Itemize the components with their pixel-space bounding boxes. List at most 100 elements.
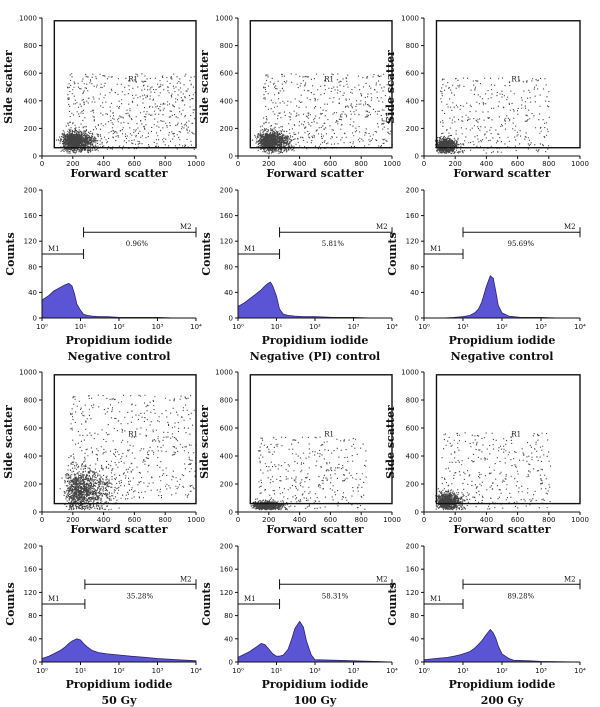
y-tick-label-2-1: 200	[406, 125, 419, 133]
y-tick-label-11-3: 120	[406, 589, 419, 597]
x-tick-label-1-3: 600	[324, 160, 337, 168]
x-tick-label-0-4: 800	[159, 160, 172, 168]
y-tick-label-10-0: 0	[229, 659, 233, 667]
marker-label-M2-4: M2	[376, 223, 388, 231]
y-tick-label-8-4: 800	[406, 397, 419, 405]
y-tick-label-10-5: 200	[220, 543, 233, 551]
panel-caption-11: 200 Gy	[481, 694, 524, 707]
y-tick-label-5-1: 40	[410, 289, 419, 297]
x-tick-label-8-1: 200	[449, 516, 462, 524]
y-tick-label-7-5: 1000	[215, 369, 233, 377]
x-tick-label-9-3: 10³	[152, 667, 164, 675]
x-tick-label-1-0: 0	[236, 160, 240, 168]
y-tick-label-0-1: 200	[24, 125, 37, 133]
x-tick-label-2-2: 400	[480, 160, 493, 168]
y-axis-title-9: Counts	[4, 582, 17, 625]
scatter-points-8	[435, 432, 552, 511]
x-axis-title-9: Propidium iodide	[66, 678, 173, 691]
y-tick-label-11-5: 200	[406, 543, 419, 551]
y-axis-title-1: Side scatter	[198, 50, 211, 124]
y-axis-title-11: Counts	[386, 582, 399, 625]
panel-caption-9: 50 Gy	[102, 694, 138, 707]
y-tick-label-11-1: 40	[410, 635, 419, 643]
y-tick-label-4-0: 0	[229, 315, 233, 323]
x-tick-label-4-0: 10⁰	[232, 323, 244, 331]
x-tick-label-5-1: 10¹	[457, 323, 469, 331]
x-tick-label-11-0: 10⁰	[418, 667, 430, 675]
gate-rectangle-1	[249, 20, 393, 149]
marker-label-M1-9: M1	[48, 595, 60, 603]
y-tick-label-11-2: 80	[410, 612, 419, 620]
x-tick-label-6-5: 1000	[187, 516, 205, 524]
x-tick-label-1-4: 800	[355, 160, 368, 168]
y-tick-label-7-3: 600	[220, 425, 233, 433]
y-axis-title-8: Side scatter	[384, 405, 397, 479]
y-tick-label-7-0: 0	[229, 509, 233, 517]
x-tick-label-2-5: 1000	[571, 160, 589, 168]
y-tick-label-10-3: 120	[220, 589, 233, 597]
gate-label-0: R1	[128, 75, 138, 83]
y-tick-label-3-0: 0	[33, 315, 37, 323]
scatter-points-1	[251, 73, 393, 155]
x-tick-label-3-0: 10⁰	[36, 323, 48, 331]
x-axis-title-1: Forward scatter	[266, 167, 363, 180]
y-tick-label-6-3: 600	[24, 425, 37, 433]
y-tick-label-11-4: 160	[406, 566, 419, 574]
x-axis-title-5: Propidium iodide	[449, 334, 556, 347]
y-tick-label-1-5: 1000	[215, 15, 233, 23]
x-tick-label-0-3: 600	[128, 160, 141, 168]
y-tick-label-1-4: 800	[220, 42, 233, 50]
y-tick-label-7-4: 800	[220, 397, 233, 405]
gate-label-1: R1	[324, 75, 334, 83]
y-tick-label-4-2: 80	[224, 263, 233, 271]
gate-rectangle-6	[53, 374, 197, 505]
y-tick-label-1-1: 200	[220, 125, 233, 133]
x-tick-label-6-3: 600	[128, 516, 141, 524]
x-tick-label-6-2: 400	[97, 516, 110, 524]
scatter-points-6	[59, 394, 197, 511]
x-tick-label-11-3: 10³	[535, 667, 547, 675]
x-axis-title-0: Forward scatter	[70, 167, 167, 180]
marker-percent-3: 0.96%	[126, 240, 149, 248]
y-tick-label-1-2: 400	[220, 97, 233, 105]
y-axis-title-10: Counts	[200, 582, 213, 625]
x-tick-label-3-4: 10⁴	[190, 323, 202, 331]
marker-percent-5: 95.69%	[508, 240, 535, 248]
y-tick-label-0-3: 600	[24, 70, 37, 78]
marker-label-M1-11: M1	[430, 595, 442, 603]
marker-label-M2-10: M2	[376, 575, 388, 583]
y-axis-title-7: Side scatter	[198, 405, 211, 479]
x-tick-label-10-3: 10³	[348, 667, 360, 675]
marker-label-M2-9: M2	[180, 575, 192, 583]
y-tick-label-8-0: 0	[415, 509, 419, 517]
y-tick-label-6-4: 800	[24, 397, 37, 405]
y-tick-label-10-4: 160	[220, 566, 233, 574]
y-axis-title-0: Side scatter	[2, 50, 15, 124]
y-tick-label-9-1: 40	[28, 635, 37, 643]
x-tick-label-2-3: 600	[511, 160, 524, 168]
marker-percent-10: 58.31%	[322, 592, 349, 600]
y-tick-label-10-1: 40	[224, 635, 233, 643]
x-tick-label-0-0: 0	[40, 160, 44, 168]
histogram-area-10	[237, 620, 393, 663]
x-axis-title-10: Propidium iodide	[262, 678, 369, 691]
x-tick-label-7-1: 200	[262, 516, 275, 524]
x-tick-label-4-1: 10¹	[271, 323, 283, 331]
marker-label-M2-3: M2	[180, 223, 192, 231]
y-axis-title-2: Side scatter	[384, 50, 397, 124]
scatter-points-7	[249, 436, 367, 511]
gate-label-2: R1	[511, 75, 521, 83]
x-tick-label-7-0: 0	[236, 516, 240, 524]
y-tick-label-8-2: 400	[406, 453, 419, 461]
y-tick-label-2-3: 600	[406, 70, 419, 78]
y-tick-label-6-1: 200	[24, 481, 37, 489]
x-tick-label-11-2: 10²	[496, 667, 508, 675]
y-tick-label-8-1: 200	[406, 481, 419, 489]
y-tick-label-5-0: 0	[415, 315, 419, 323]
x-tick-label-1-1: 200	[262, 160, 275, 168]
x-tick-label-6-4: 800	[159, 516, 172, 524]
y-tick-label-5-4: 160	[406, 212, 419, 220]
x-tick-label-5-4: 10⁴	[574, 323, 586, 331]
x-tick-label-3-2: 10²	[113, 323, 125, 331]
